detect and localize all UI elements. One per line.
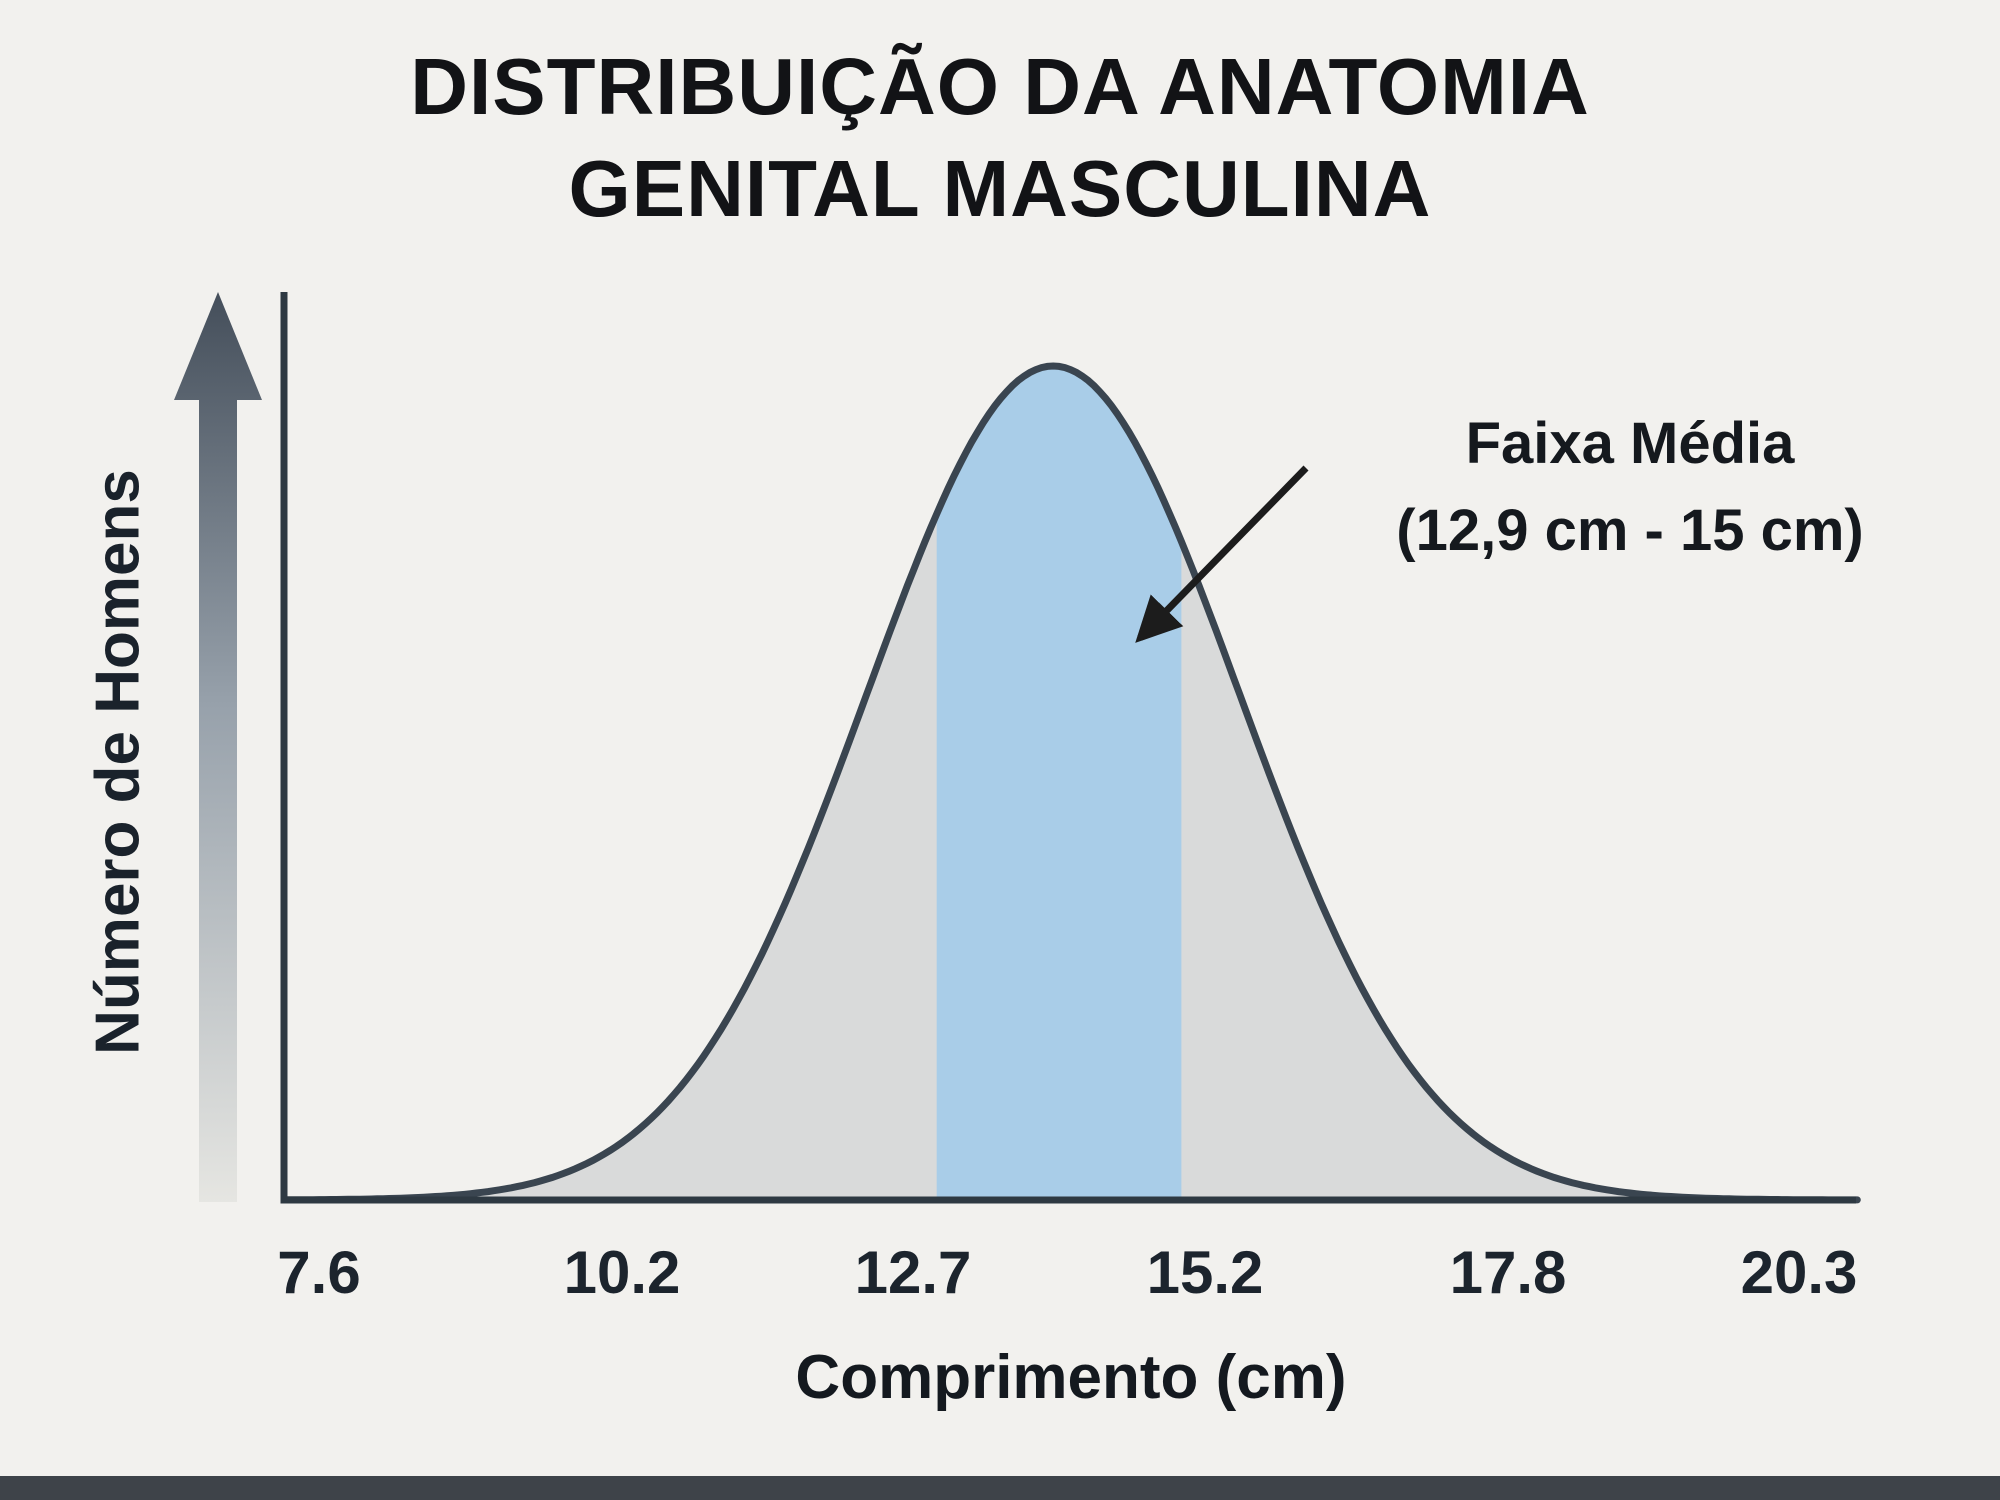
axes	[280, 292, 1856, 1204]
chart-title-line1: DISTRIBUIÇÃO DA ANATOMIA	[410, 42, 1590, 131]
chart-title-line2: GENITAL MASCULINA	[568, 144, 1432, 234]
bell-curve	[280, 362, 1861, 1204]
annotation-arrow	[1135, 465, 1309, 643]
annotation-range: (12,9 cm - 15 cm)	[1396, 498, 1864, 563]
annotation-label: Faixa Média	[1465, 411, 1795, 476]
chart-title: DISTRIBUIÇÃO DA ANATOMIA GENITAL MASCULIN…	[0, 36, 2000, 241]
highlight-annotation: Faixa Média (12,9 cm - 15 cm)	[1320, 400, 1940, 574]
highlight-band	[936, 366, 1182, 1200]
y-axis-arrow-head	[174, 292, 262, 400]
y-axis-arrow-shaft	[199, 396, 237, 1202]
bottom-bar	[0, 1476, 2000, 1500]
x-axis-label: Comprimento (cm)	[795, 1343, 1347, 1412]
